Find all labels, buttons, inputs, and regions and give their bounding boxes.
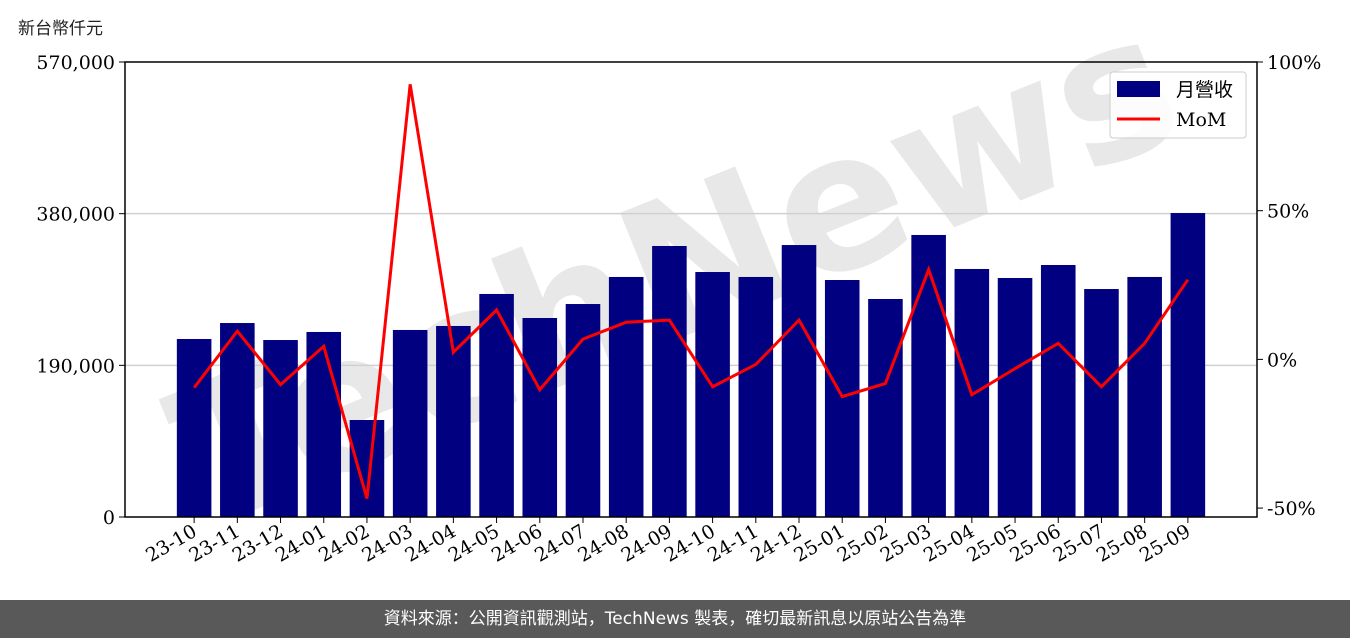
bar-23-11 — [220, 323, 255, 517]
bar-25-07 — [1084, 289, 1119, 517]
bar-25-03 — [911, 234, 946, 517]
y2-tick-label: 100% — [1267, 52, 1321, 74]
y-tick-label: 190,000 — [36, 355, 115, 377]
bar-25-06 — [1040, 264, 1076, 517]
y2-tick-label: 0% — [1267, 349, 1297, 371]
source-footer: 資料來源：公開資訊觀測站，TechNews 製表，確切最新訊息以原站公告為準 — [0, 600, 1350, 638]
bar-24-03 — [392, 329, 428, 517]
bar-24-01 — [306, 331, 342, 517]
bar-24-10 — [695, 272, 730, 517]
legend: 月營收 MoM — [1109, 71, 1247, 139]
y-tick-label: 380,000 — [36, 204, 115, 226]
y2-tick-label: -50% — [1267, 498, 1316, 520]
bar-25-02 — [868, 298, 903, 517]
y2-tick-label: 50% — [1267, 201, 1309, 223]
bar-25-01 — [824, 280, 860, 517]
bar-24-05 — [479, 293, 514, 517]
bar-23-10 — [176, 338, 212, 517]
legend-label: MoM — [1176, 109, 1226, 131]
bar-24-09 — [652, 245, 687, 518]
plot-frame — [124, 61, 1258, 518]
legend-label: 月營收 — [1176, 79, 1233, 101]
bar-24-11 — [738, 276, 774, 517]
bar-24-12 — [781, 245, 817, 517]
bar-25-05 — [997, 278, 1033, 517]
revenue-chart: TechNews0190,000380,000570,000-50%0%50%1… — [36, 0, 1321, 570]
bar-24-06 — [522, 317, 558, 517]
bar-25-09 — [1170, 213, 1206, 517]
bar-23-12 — [263, 340, 298, 517]
y-tick-label: 0 — [103, 507, 115, 529]
bar-24-04 — [436, 325, 471, 517]
y-axis-unit-label: 新台幣仟元 — [18, 19, 103, 39]
legend-bar-swatch — [1117, 81, 1160, 97]
bar-24-02 — [349, 420, 385, 517]
bar-25-08 — [1127, 276, 1162, 517]
bar-24-08 — [608, 276, 644, 517]
x-tick-label: 25-09 — [1136, 520, 1194, 566]
mom-line — [192, 84, 1190, 499]
y-tick-label: 570,000 — [36, 52, 115, 74]
